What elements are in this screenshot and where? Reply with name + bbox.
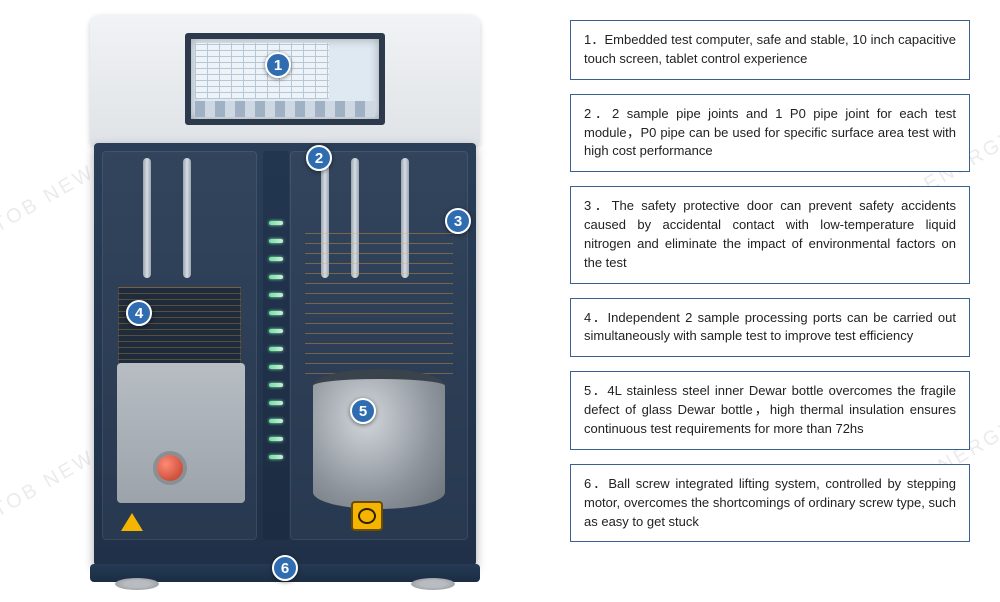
feature-text: Ball screw integrated lifting system, co…: [584, 476, 956, 529]
feature-text: Independent 2 sample processing ports ca…: [584, 310, 956, 344]
status-led: [269, 275, 283, 279]
feature-number: 5．: [584, 383, 607, 398]
status-led: [269, 437, 283, 441]
sample-processing-panel: [118, 287, 241, 367]
feature-number: 4．: [584, 310, 608, 325]
control-panel: [117, 363, 245, 503]
instruction-text: [305, 224, 453, 374]
callout-1: 1: [265, 52, 291, 78]
status-led: [269, 239, 283, 243]
led-strip: [263, 151, 289, 540]
callout-2: 2: [306, 145, 332, 171]
sample-pipe: [143, 158, 151, 278]
feature-text: 4L stainless steel inner Dewar bottle ov…: [584, 383, 956, 436]
callout-6: 6: [272, 555, 298, 581]
touchscreen: [185, 33, 385, 125]
feature-item-5: 5．4L stainless steel inner Dewar bottle …: [570, 371, 970, 450]
stop-button: [157, 455, 183, 481]
dewar-bottle: [313, 369, 445, 509]
callout-3: 3: [445, 208, 471, 234]
feature-item-4: 4．Independent 2 sample processing ports …: [570, 298, 970, 358]
instrument-top-hood: [90, 15, 480, 145]
feature-list: 1．Embedded test computer, safe and stabl…: [570, 20, 970, 542]
feature-text: 2 sample pipe joints and 1 P0 pipe joint…: [584, 106, 956, 159]
status-led: [269, 365, 283, 369]
feature-number: 2．: [584, 106, 612, 121]
status-led: [269, 347, 283, 351]
status-led: [269, 293, 283, 297]
warning-icon: [121, 513, 143, 531]
foot: [115, 578, 159, 590]
feature-text: Embedded test computer, safe and stable,…: [584, 32, 956, 66]
feature-number: 3．: [584, 198, 612, 213]
sample-pipe: [183, 158, 191, 278]
feature-item-1: 1．Embedded test computer, safe and stabl…: [570, 20, 970, 80]
foot: [411, 578, 455, 590]
feature-text: The safety protective door can prevent s…: [584, 198, 956, 270]
status-led: [269, 419, 283, 423]
status-led: [269, 383, 283, 387]
feature-item-3: 3．The safety protective door can prevent…: [570, 186, 970, 283]
callout-4: 4: [126, 300, 152, 326]
feature-item-2: 2．2 sample pipe joints and 1 P0 pipe joi…: [570, 94, 970, 173]
feature-number: 1．: [584, 32, 604, 47]
lift-badge-icon: [351, 501, 383, 531]
right-chamber: [290, 151, 468, 540]
instrument-body: [94, 143, 476, 566]
status-led: [269, 329, 283, 333]
status-led: [269, 455, 283, 459]
status-led: [269, 401, 283, 405]
left-chamber: [102, 151, 257, 540]
status-led: [269, 257, 283, 261]
callout-5: 5: [350, 398, 376, 424]
feature-item-6: 6．Ball screw integrated lifting system, …: [570, 464, 970, 543]
feature-number: 6．: [584, 476, 608, 491]
status-led: [269, 311, 283, 315]
status-led: [269, 221, 283, 225]
